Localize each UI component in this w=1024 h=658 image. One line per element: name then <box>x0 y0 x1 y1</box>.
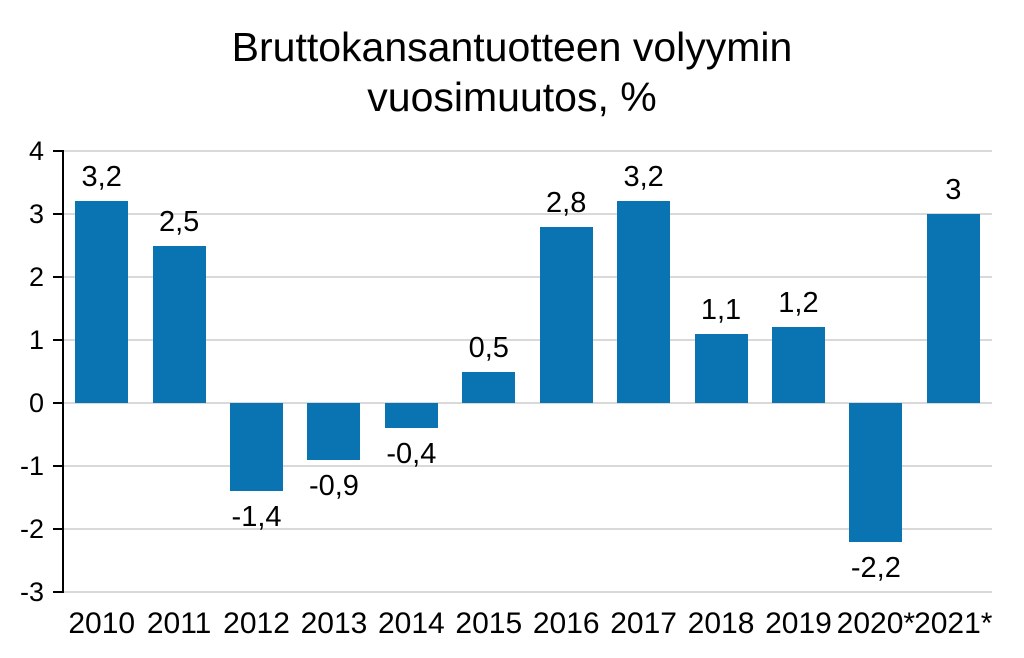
bar-2011 <box>152 245 206 403</box>
bar-2015 <box>462 371 516 403</box>
gridline-y--1 <box>63 465 992 467</box>
bar-2017 <box>617 201 671 403</box>
y-tick-label-0: 0 <box>28 388 44 418</box>
bar-value-label-2018: 1,1 <box>700 293 742 326</box>
x-tick-label-2013: 2013 <box>300 607 368 640</box>
y-tick-label-2: 2 <box>28 262 44 292</box>
bar-2020 <box>849 403 903 542</box>
bar-2012 <box>230 403 284 492</box>
y-tick-label-3: 3 <box>28 199 44 229</box>
chart-title: Bruttokansantuotteen volyymin vuosimuuto… <box>0 22 1024 122</box>
bar-value-label-2015: 0,5 <box>468 331 509 364</box>
gridline-y-1 <box>63 339 992 341</box>
gridline-y--2 <box>63 528 992 530</box>
x-tick-label-2021: 2021* <box>914 607 993 640</box>
gridline-y-2 <box>63 276 992 278</box>
x-tick-label-2017: 2017 <box>610 607 677 640</box>
bar-2021 <box>926 214 980 403</box>
y-axis-line <box>62 150 64 593</box>
chart-title-line-2: vuosimuutos, % <box>367 74 657 120</box>
x-tick-label-2014: 2014 <box>378 607 445 640</box>
x-tick-label-2015: 2015 <box>455 607 523 640</box>
y-axis-tick--3 <box>53 591 63 593</box>
y-axis-tick-2 <box>53 276 63 278</box>
x-tick-label-2011: 2011 <box>146 607 212 640</box>
bar-value-label-2016: 2,8 <box>546 186 587 219</box>
x-tick-label-2012: 2012 <box>223 607 290 640</box>
bar-value-label-2017: 3,2 <box>623 161 664 194</box>
bar-value-label-2021: 3 <box>945 174 962 206</box>
bar-2014 <box>384 403 438 429</box>
x-tick-label-2018: 2018 <box>687 607 755 640</box>
bar-value-label-2019: 1,2 <box>778 287 819 320</box>
bar-2016 <box>539 226 593 403</box>
bar-2019 <box>771 327 825 403</box>
y-axis-tick--1 <box>53 465 63 467</box>
gridline-y-3 <box>63 213 992 215</box>
y-tick-label--2: -2 <box>19 514 44 544</box>
y-axis-tick-1 <box>53 339 63 341</box>
bar-2018 <box>694 333 748 403</box>
chart-title-line-1: Bruttokansantuotteen volyymin <box>231 24 793 70</box>
bar-value-label-2020: -2,2 <box>850 551 901 584</box>
y-tick-label-4: 4 <box>28 136 44 166</box>
y-tick-label-1: 1 <box>28 325 44 355</box>
x-tick-label-2010: 2010 <box>68 607 136 640</box>
gridline-y--3 <box>63 591 992 593</box>
x-tick-label-2016: 2016 <box>532 607 600 640</box>
y-axis-tick-4 <box>53 150 63 152</box>
bar-value-label-2011: 2,5 <box>158 205 200 238</box>
gridline-y-4 <box>63 150 992 152</box>
y-axis-tick-3 <box>53 213 63 215</box>
bar-value-label-2013: -0,9 <box>308 469 359 502</box>
bar-value-label-2010: 3,2 <box>81 161 122 194</box>
bar-2010 <box>75 201 129 403</box>
x-tick-label-2020: 2020* <box>836 607 916 640</box>
bar-value-label-2012: -1,4 <box>231 501 282 534</box>
x-tick-label-2019: 2019 <box>765 607 832 640</box>
y-tick-label--1: -1 <box>19 451 44 481</box>
bar-2013 <box>307 403 361 460</box>
bar-value-label-2014: -0,4 <box>386 438 437 471</box>
y-axis-tick-0 <box>53 402 63 404</box>
y-axis-tick--2 <box>53 528 63 530</box>
gridline-y-0 <box>63 402 992 404</box>
y-tick-label--3: -3 <box>19 577 44 607</box>
